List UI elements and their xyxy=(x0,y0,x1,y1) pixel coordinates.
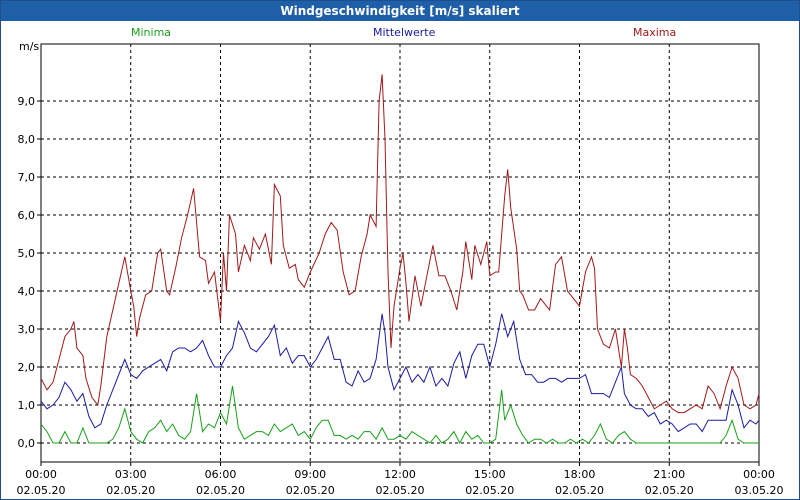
y-tick-label: 7,0 xyxy=(18,171,36,184)
y-tick-label: 1,0 xyxy=(18,399,36,412)
x-tick-date: 02.05.20 xyxy=(645,484,694,497)
x-tick-time: 06:00 xyxy=(205,468,237,481)
y-tick-label: 5,0 xyxy=(18,247,36,260)
x-tick-time: 09:00 xyxy=(294,468,326,481)
series-maxima-line xyxy=(40,74,760,414)
legend-minima: Minima xyxy=(131,26,171,39)
x-tick-time: 00:00 xyxy=(25,468,57,481)
x-axis-ticks: 00:00 02.05.20 03:00 02.05.20 06:00 02.05.20 0… xyxy=(17,462,784,497)
x-tick-date: 02.05.20 xyxy=(286,484,335,497)
x-tick-date: 02.05.20 xyxy=(376,484,425,497)
y-tick-label: 8,0 xyxy=(18,133,36,146)
series-mittelwerte-line xyxy=(40,313,760,433)
x-tick-time: 21:00 xyxy=(653,468,685,481)
x-tick-time: 15:00 xyxy=(474,468,506,481)
y-tick-label: 4,0 xyxy=(18,285,36,298)
y-axis-ticks: 0,0 1,0 2,0 3,0 4,0 5,0 6,0 7,0 8,0 9,0 xyxy=(18,95,41,450)
grid-lines xyxy=(41,44,759,462)
chart-title: Windgeschwindigkeit [m/s] skaliert xyxy=(1,1,799,21)
x-tick-date: 02.05.20 xyxy=(106,484,155,497)
x-tick-time: 03:00 xyxy=(115,468,147,481)
y-tick-label: 0,0 xyxy=(18,437,36,450)
y-tick-label: 6,0 xyxy=(18,209,36,222)
x-tick-time: 00:00 xyxy=(743,468,775,481)
legend-maxima: Maxima xyxy=(633,26,676,39)
series-minima-line xyxy=(40,385,759,445)
series-lines xyxy=(40,74,760,445)
y-tick-label: 2,0 xyxy=(18,361,36,374)
x-tick-date: 02.05.20 xyxy=(17,484,66,497)
x-tick-date: 02.05.20 xyxy=(196,484,245,497)
y-axis-label: m/s xyxy=(19,40,39,53)
y-tick-label: 3,0 xyxy=(18,323,36,336)
wind-speed-chart: 0,0 1,0 2,0 3,0 4,0 5,0 6,0 7,0 8,0 9,0 00:00 02.0… xyxy=(17,26,784,497)
x-tick-date: 02.05.20 xyxy=(465,484,514,497)
legend-mittelwerte: Mittelwerte xyxy=(373,26,436,39)
x-tick-date: 03.05.20 xyxy=(735,484,784,497)
x-tick-date: 02.05.20 xyxy=(555,484,604,497)
x-tick-time: 18:00 xyxy=(564,468,596,481)
x-tick-time: 12:00 xyxy=(384,468,416,481)
y-tick-label: 9,0 xyxy=(18,95,36,108)
